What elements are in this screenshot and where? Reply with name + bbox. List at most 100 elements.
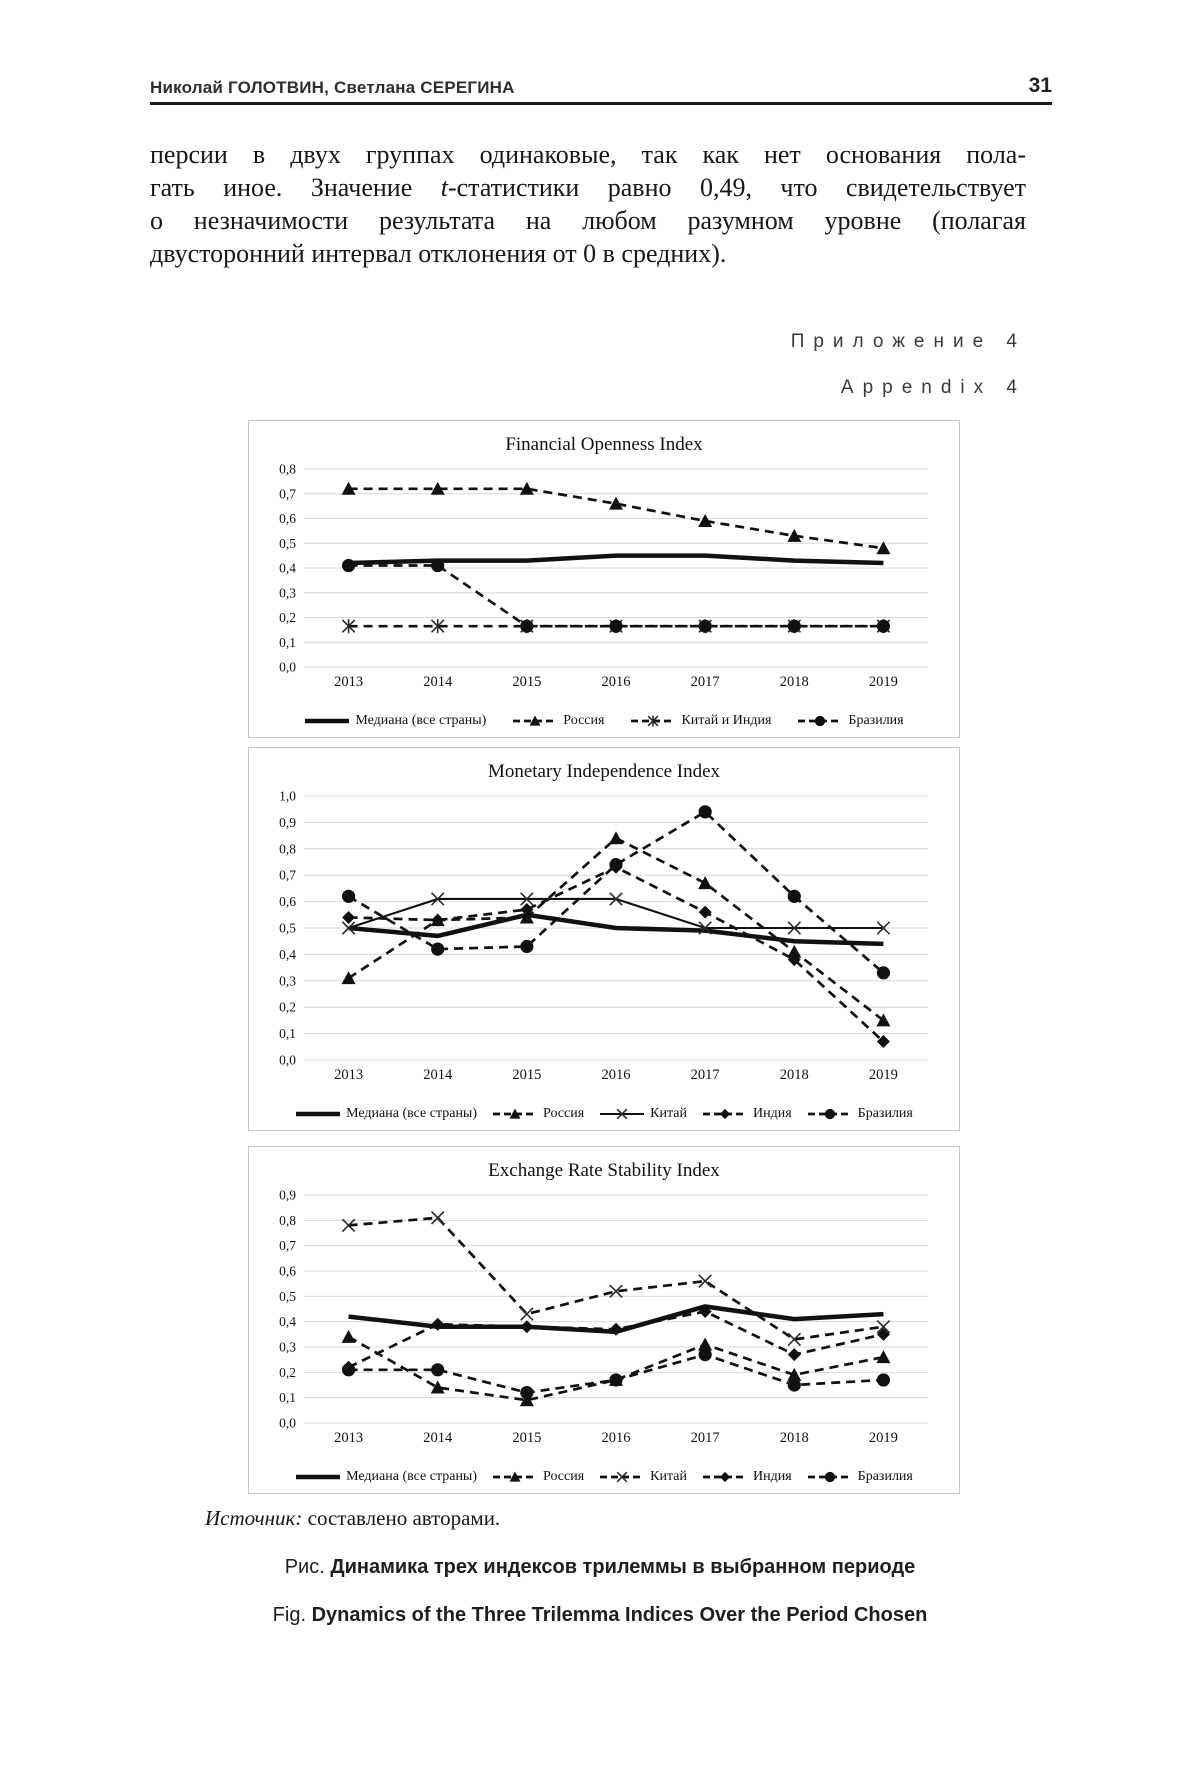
appendix-label-ru: Приложение 4 bbox=[790, 331, 1026, 352]
legend-sample bbox=[296, 1111, 341, 1117]
legend-label: Россия bbox=[543, 1106, 585, 1121]
body-paragraph: персии в двух группах одинаковые, так ка… bbox=[150, 138, 1026, 270]
chart-panel-financial-openness: Financial Openness Index 0,0 0,1 0,2 0,3 0,4… bbox=[248, 420, 960, 738]
series-Россия bbox=[341, 481, 891, 555]
paragraph-line: двусторонний интервал отклонения от 0 в … bbox=[150, 239, 727, 268]
legend-label: Медиана (все страны) bbox=[346, 1469, 478, 1484]
legend-sample bbox=[600, 1471, 645, 1483]
legend-label: Бразилия bbox=[857, 1106, 913, 1121]
x-tick-label: 2019 bbox=[869, 674, 898, 690]
series-Китай bbox=[341, 892, 891, 935]
x-tick-label: 2018 bbox=[780, 1067, 809, 1083]
series-line bbox=[348, 912, 884, 947]
x-tick-label: 2013 bbox=[334, 1430, 363, 1446]
legend-sample bbox=[798, 715, 843, 727]
figure-caption-en: Fig. Dynamics of the Three Trilemma Indi… bbox=[0, 1604, 1200, 1627]
x-tick-label: 2013 bbox=[334, 674, 363, 690]
series-line bbox=[348, 897, 884, 930]
legend-item: Китай bbox=[599, 1106, 687, 1122]
series-Бразилия bbox=[341, 805, 891, 980]
legend-item: Индия bbox=[702, 1469, 792, 1485]
legend-sample bbox=[703, 1471, 747, 1483]
chart-plot: 0,0 0,1 0,2 0,3 0,4 0,5 0,6 0,7 0,8 0,9 2013 2014 20… bbox=[279, 1188, 928, 1446]
x-tick-label: 2014 bbox=[423, 1067, 453, 1083]
legend-label: Бразилия bbox=[857, 1469, 913, 1484]
x-tick-label: 2016 bbox=[602, 1430, 631, 1446]
legend-label: Медиана (все страны) bbox=[355, 713, 487, 728]
x-tick-label: 2014 bbox=[423, 1430, 453, 1446]
y-tick-label: 0,6 bbox=[279, 511, 296, 526]
page-number: 31 bbox=[1028, 74, 1052, 97]
chart-title: Monetary Independence Index bbox=[487, 761, 721, 782]
x-tick-label: 2016 bbox=[602, 674, 631, 690]
paragraph-text: -статистики равно 0,49, что свидетельств… bbox=[447, 173, 1027, 202]
legend-sample bbox=[807, 1471, 852, 1483]
legend-item: Индия bbox=[702, 1106, 792, 1122]
y-tick-label: 0,2 bbox=[279, 1365, 296, 1380]
x-tick-label: 2018 bbox=[780, 674, 809, 690]
legend-item: Медиана (все страны) bbox=[295, 1469, 477, 1485]
paragraph-line: о незначимости результата на любом разум… bbox=[150, 206, 1026, 235]
x-tick-label: 2019 bbox=[869, 1067, 898, 1083]
y-tick-label: 0,4 bbox=[279, 947, 296, 962]
legend-item: Китай bbox=[599, 1469, 687, 1485]
chart-plot: 0,0 0,1 0,2 0,3 0,4 0,5 0,6 0,7 0,8 0,9 1,0 2013 201… bbox=[279, 789, 928, 1083]
x-tick-label: 2017 bbox=[691, 674, 720, 690]
y-tick-label: 0,7 bbox=[279, 1238, 296, 1253]
paragraph-line: персии в двух группах одинаковые, так ка… bbox=[150, 140, 1026, 169]
y-tick-label: 0,6 bbox=[279, 1264, 296, 1279]
y-tick-label: 0,9 bbox=[279, 1188, 296, 1203]
y-tick-label: 0,0 bbox=[279, 1053, 296, 1068]
x-tick-label: 2014 bbox=[423, 674, 453, 690]
series-Бразилия bbox=[341, 1348, 891, 1400]
legend-label: Индия bbox=[753, 1106, 792, 1121]
y-tick-label: 0,0 bbox=[279, 660, 296, 675]
y-tick-label: 0,3 bbox=[279, 1340, 296, 1355]
legend-item: Бразилия bbox=[797, 713, 904, 729]
y-tick-label: 0,7 bbox=[279, 868, 296, 883]
legend-label: Бразилия bbox=[848, 713, 904, 728]
y-tick-label: 0,8 bbox=[279, 1213, 296, 1228]
y-tick-label: 0,8 bbox=[279, 462, 296, 477]
y-tick-label: 0,3 bbox=[279, 585, 296, 600]
legend-label: Китай и Индия bbox=[681, 713, 772, 728]
chart-title: Exchange Rate Stability Index bbox=[488, 1160, 720, 1181]
paragraph-italic-t: t bbox=[440, 173, 448, 202]
legend-sample bbox=[493, 1471, 538, 1482]
legend-label: Индия bbox=[753, 1469, 792, 1484]
y-tick-label: 0,4 bbox=[279, 1314, 296, 1329]
y-tick-label: 0,5 bbox=[279, 536, 296, 551]
y-tick-label: 0,0 bbox=[279, 1416, 296, 1431]
x-tick-label: 2019 bbox=[869, 1430, 898, 1446]
paragraph-text: гать иное. Значение bbox=[150, 173, 441, 202]
legend-item: Китай и Индия bbox=[630, 713, 771, 729]
x-tick-label: 2015 bbox=[512, 674, 541, 690]
legend-item: Медиана (все страны) bbox=[304, 713, 486, 729]
y-tick-label: 0,6 bbox=[279, 894, 296, 909]
x-tick-label: 2016 bbox=[602, 1067, 631, 1083]
chart-panel-monetary-independence: Monetary Independence Index 0,0 0,1 0,2 0,3… bbox=[248, 747, 960, 1131]
x-tick-label: 2017 bbox=[691, 1067, 720, 1083]
legend-item: Бразилия bbox=[807, 1469, 913, 1485]
x-tick-label: 2015 bbox=[512, 1067, 541, 1083]
y-tick-label: 0,8 bbox=[279, 841, 296, 856]
x-tick-label: 2015 bbox=[512, 1430, 541, 1446]
legend-item: Россия bbox=[492, 1106, 584, 1122]
legend-label: Россия bbox=[543, 1469, 585, 1484]
y-tick-label: 0,3 bbox=[279, 973, 296, 988]
y-tick-label: 1,0 bbox=[279, 789, 296, 804]
legend-sample bbox=[305, 718, 350, 724]
series-line bbox=[348, 1216, 884, 1341]
legend-sample bbox=[807, 1108, 852, 1120]
series-Бразилия bbox=[341, 558, 891, 633]
caption-text-en: Dynamics of the Three Trilemma Indices O… bbox=[311, 1604, 928, 1626]
legend-sample bbox=[631, 715, 676, 727]
x-tick-label: 2017 bbox=[691, 1430, 720, 1446]
legend-item: Россия bbox=[512, 713, 604, 729]
chart-panel-exchange-rate-stability: Exchange Rate Stability Index 0,0 0,1 0,2 0… bbox=[248, 1146, 960, 1494]
legend-label: Россия bbox=[563, 713, 605, 728]
series-Китай bbox=[341, 1211, 891, 1347]
chart-plot: 0,0 0,1 0,2 0,3 0,4 0,5 0,6 0,7 0,8 2013 2014 2015 2… bbox=[279, 462, 928, 690]
y-tick-label: 0,1 bbox=[279, 635, 296, 650]
y-tick-label: 0,7 bbox=[279, 486, 296, 501]
